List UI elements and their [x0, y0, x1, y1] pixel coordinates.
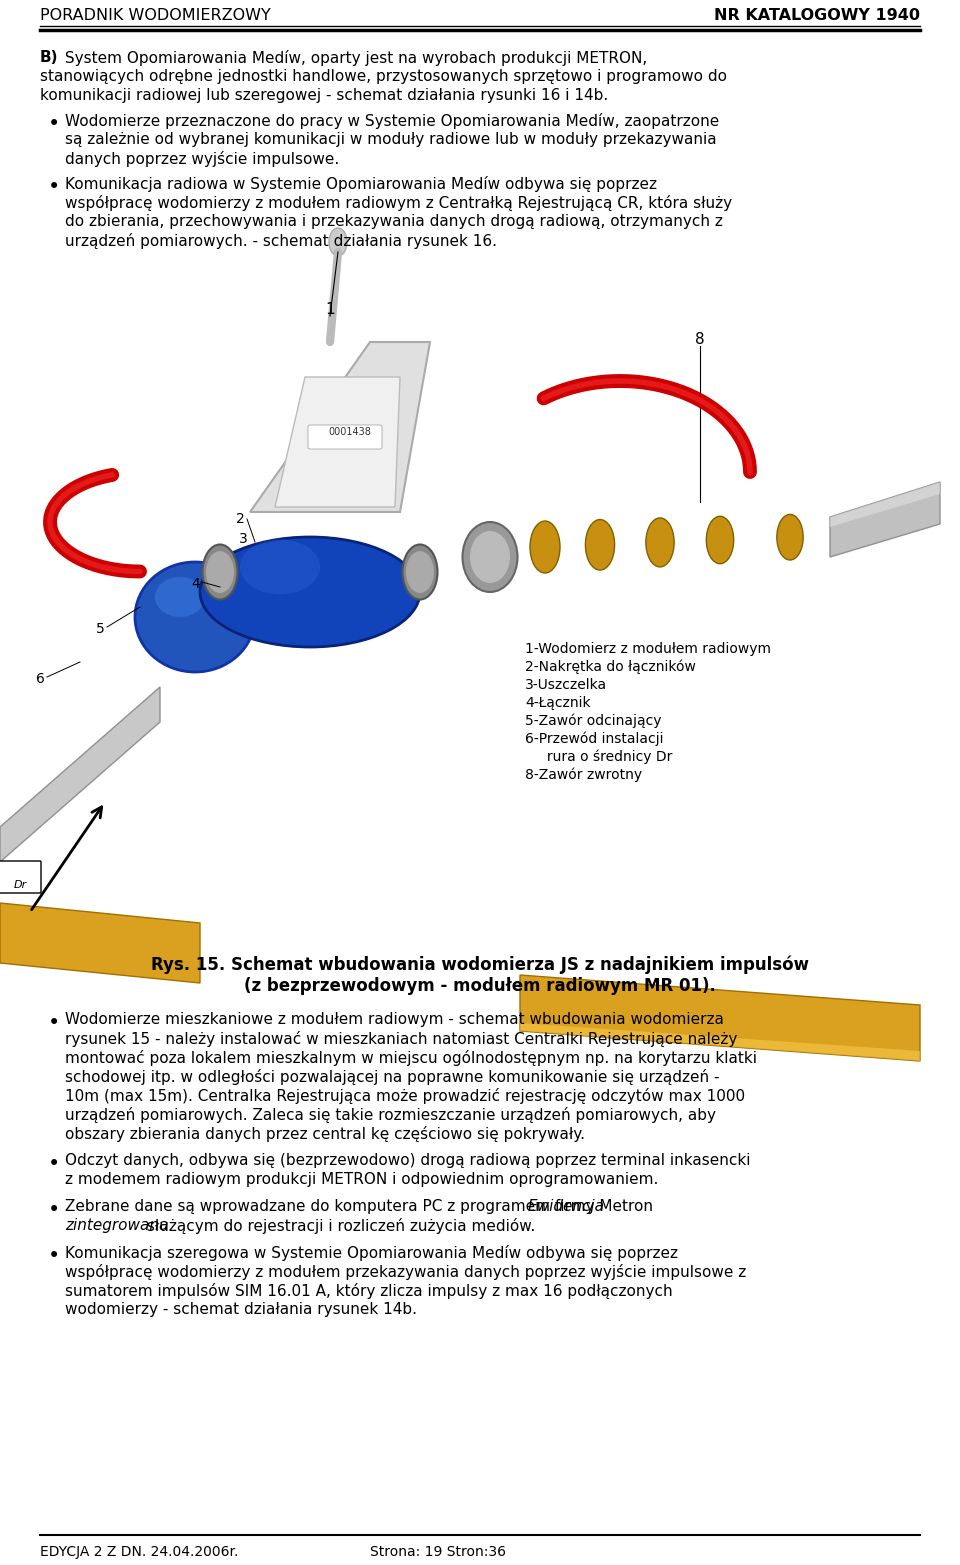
Text: 3: 3	[239, 532, 248, 546]
Ellipse shape	[470, 531, 510, 584]
Text: współpracę wodomierzy z modułem radiowym z Centrałką Rejestrującą CR, która służ: współpracę wodomierzy z modułem radiowym…	[65, 196, 732, 211]
Ellipse shape	[777, 515, 804, 560]
Text: 6: 6	[36, 671, 45, 685]
Text: •: •	[48, 1013, 60, 1033]
Text: wodomierzy - schemat działania rysunek 14b.: wodomierzy - schemat działania rysunek 1…	[65, 1302, 417, 1318]
Text: •: •	[48, 1200, 60, 1221]
Ellipse shape	[530, 521, 560, 573]
Text: rura o średnicy Dr: rura o średnicy Dr	[525, 750, 672, 764]
Ellipse shape	[206, 551, 234, 593]
Text: 4-Łącznik: 4-Łącznik	[525, 696, 590, 711]
Text: stanowiących odrębne jednostki handlowe, przystosowanych sprzętowo i programowo : stanowiących odrębne jednostki handlowe,…	[40, 69, 727, 85]
Text: 3-Uszczelka: 3-Uszczelka	[525, 678, 607, 692]
Text: urządzeń pomiarowych. Zaleca się takie rozmieszczanie urządzeń pomiarowych, aby: urządzeń pomiarowych. Zaleca się takie r…	[65, 1106, 716, 1124]
Ellipse shape	[406, 551, 434, 593]
Polygon shape	[830, 482, 940, 527]
Text: z modemem radiowym produkcji METRON i odpowiednim oprogramowaniem.: z modemem radiowym produkcji METRON i od…	[65, 1172, 659, 1186]
Text: 2: 2	[236, 512, 245, 526]
Text: 1: 1	[325, 302, 335, 318]
Polygon shape	[0, 687, 160, 862]
Text: PORADNIK WODOMIERZOWY: PORADNIK WODOMIERZOWY	[40, 8, 271, 23]
Ellipse shape	[707, 516, 733, 563]
Text: 8-Zawór zwrotny: 8-Zawór zwrotny	[525, 768, 642, 782]
Text: komunikacji radiowej lub szeregowej - schemat działania rysunki 16 i 14b.: komunikacji radiowej lub szeregowej - sc…	[40, 88, 609, 103]
Polygon shape	[0, 903, 200, 983]
Polygon shape	[275, 377, 400, 507]
Text: sumatorem impulsów SIM 16.01 A, który zlicza impulsy z max 16 podłączonych: sumatorem impulsów SIM 16.01 A, który zl…	[65, 1283, 673, 1299]
Text: 2-Nakrętka do łączników: 2-Nakrętka do łączników	[525, 660, 696, 675]
Text: 4: 4	[191, 577, 200, 592]
Text: Komunikacja szeregowa w Systemie Opomiarowania Medíw odbywa się poprzez: Komunikacja szeregowa w Systemie Opomiar…	[65, 1246, 678, 1261]
Text: Strona: 19 Stron:36: Strona: 19 Stron:36	[370, 1545, 506, 1559]
Text: •: •	[48, 1153, 60, 1174]
Text: współpracę wodomierzy z modułem przekazywania danych poprzez wyjście impulsowe z: współpracę wodomierzy z modułem przekazy…	[65, 1265, 746, 1280]
Text: Rys. 15. Schemat wbudowania wodomierza JS z nadajnikiem impulsów: Rys. 15. Schemat wbudowania wodomierza J…	[151, 955, 809, 973]
Ellipse shape	[203, 545, 237, 599]
Text: Ewidencja: Ewidencja	[528, 1199, 605, 1214]
Text: 0001438: 0001438	[328, 427, 372, 437]
Ellipse shape	[463, 523, 517, 592]
Text: NR KATALOGOWY 1940: NR KATALOGOWY 1940	[714, 8, 920, 23]
Text: schodowej itp. w odległości pozwalającej na poprawne komunikowanie się urządzeń : schodowej itp. w odległości pozwalającej…	[65, 1069, 719, 1085]
Ellipse shape	[135, 562, 255, 671]
Ellipse shape	[155, 577, 205, 617]
Text: 10m (max 15m). Centralka Rejestrująca może prowadzić rejestrację odczytów max 10: 10m (max 15m). Centralka Rejestrująca mo…	[65, 1088, 745, 1103]
Text: EDYCJA 2 Z DN. 24.04.2006r.: EDYCJA 2 Z DN. 24.04.2006r.	[40, 1545, 238, 1559]
Text: B): B)	[40, 50, 59, 66]
Text: do zbierania, przechowywania i przekazywania danych drogą radiową, otrzymanych z: do zbierania, przechowywania i przekazyw…	[65, 214, 723, 228]
Ellipse shape	[329, 228, 347, 257]
Ellipse shape	[586, 520, 614, 570]
Ellipse shape	[240, 540, 320, 595]
FancyBboxPatch shape	[0, 861, 41, 894]
Text: •: •	[48, 114, 60, 135]
Text: Odczyt danych, odbywa się (bezprzewodowo) drogą radiową poprzez terminal inkasen: Odczyt danych, odbywa się (bezprzewodowo…	[65, 1153, 751, 1167]
Text: urządzeń pomiarowych. - schemat działania rysunek 16.: urządzeń pomiarowych. - schemat działani…	[65, 233, 497, 249]
Text: Wodomierze przeznaczone do pracy w Systemie Opomiarowania Medíw, zaopatrzone: Wodomierze przeznaczone do pracy w Syste…	[65, 113, 719, 128]
Text: montować poza lokalem mieszkalnym w miejscu ogólnodostępnym np. na korytarzu kla: montować poza lokalem mieszkalnym w miej…	[65, 1050, 757, 1066]
Ellipse shape	[402, 545, 438, 599]
Text: Komunikacja radiowa w Systemie Opomiarowania Medíw odbywa się poprzez: Komunikacja radiowa w Systemie Opomiarow…	[65, 175, 657, 192]
Text: rysunek 15 - należy instalować w mieszkaniach natomiast Centralki Rejestrujące n: rysunek 15 - należy instalować w mieszka…	[65, 1031, 737, 1047]
Text: obszary zbierania danych przez central kę częściowo się pokrywały.: obszary zbierania danych przez central k…	[65, 1125, 585, 1142]
Text: są zależnie od wybranej komunikacji w moduły radiowe lub w moduły przekazywania: są zależnie od wybranej komunikacji w mo…	[65, 131, 716, 147]
Text: Wodomierze mieszkaniowe z modułem radiowym - schemat wbudowania wodomierza: Wodomierze mieszkaniowe z modułem radiow…	[65, 1013, 724, 1027]
Text: 5-Zawór odcinający: 5-Zawór odcinający	[525, 714, 661, 728]
Text: Dr: Dr	[13, 880, 27, 890]
Polygon shape	[830, 482, 940, 557]
Text: 5: 5	[96, 621, 105, 635]
Polygon shape	[520, 1024, 920, 1061]
Polygon shape	[250, 343, 430, 512]
Polygon shape	[520, 975, 920, 1061]
Ellipse shape	[646, 518, 674, 567]
Text: 8: 8	[695, 332, 705, 347]
Text: 1-Wodomierz z modułem radiowym: 1-Wodomierz z modułem radiowym	[525, 642, 771, 656]
Text: (z bezprzewodowym - modułem radiowym MR 01).: (z bezprzewodowym - modułem radiowym MR …	[244, 977, 716, 995]
Text: służącym do rejestracji i rozliczeń zużycia mediów.: służącym do rejestracji i rozliczeń zuży…	[142, 1218, 536, 1233]
Text: •: •	[48, 1246, 60, 1266]
Text: System Opomiarowania Medíw, oparty jest na wyrobach produkcji METRON,: System Opomiarowania Medíw, oparty jest …	[60, 50, 647, 66]
FancyBboxPatch shape	[308, 426, 382, 449]
Text: Zebrane dane są wprowadzane do komputera PC z programem firmy Metron: Zebrane dane są wprowadzane do komputera…	[65, 1199, 658, 1214]
Text: danych poprzez wyjście impulsowe.: danych poprzez wyjście impulsowe.	[65, 150, 339, 167]
Ellipse shape	[200, 537, 420, 646]
Text: zintegrowana: zintegrowana	[65, 1218, 168, 1233]
Text: •: •	[48, 177, 60, 197]
Text: 6-Przewód instalacji: 6-Przewód instalacji	[525, 732, 663, 747]
